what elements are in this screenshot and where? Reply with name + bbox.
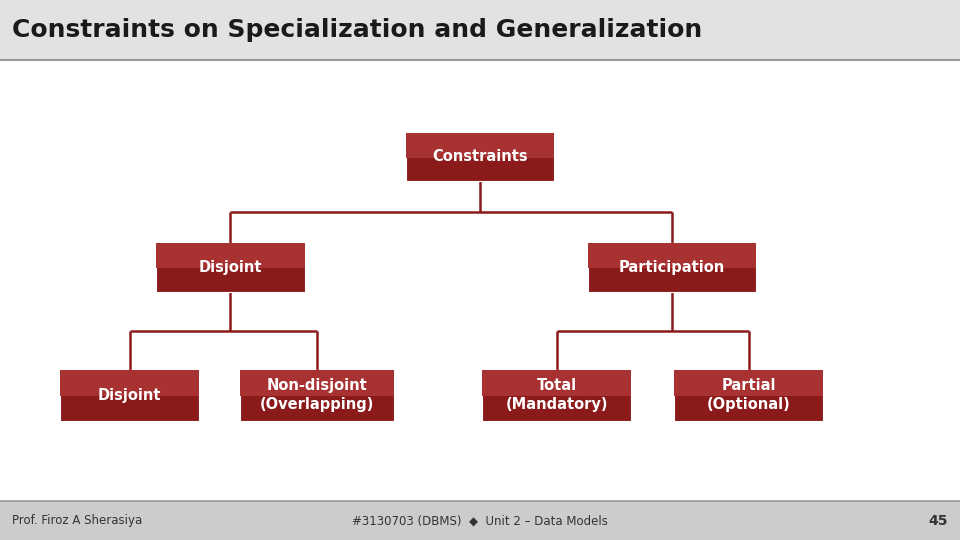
Text: Partial
(Optional): Partial (Optional) [707, 379, 791, 412]
FancyBboxPatch shape [405, 133, 555, 181]
FancyBboxPatch shape [674, 370, 824, 396]
FancyBboxPatch shape [60, 370, 200, 421]
Text: Total
(Mandatory): Total (Mandatory) [506, 379, 608, 412]
FancyBboxPatch shape [588, 243, 756, 292]
Text: Disjoint: Disjoint [98, 388, 161, 403]
Text: #3130703 (DBMS)  ◆  Unit 2 – Data Models: #3130703 (DBMS) ◆ Unit 2 – Data Models [352, 514, 608, 527]
Text: Constraints on Specialization and Generalization: Constraints on Specialization and Genera… [12, 18, 703, 42]
FancyBboxPatch shape [240, 370, 394, 421]
FancyBboxPatch shape [156, 243, 305, 268]
FancyBboxPatch shape [482, 370, 632, 421]
FancyBboxPatch shape [0, 501, 960, 540]
FancyBboxPatch shape [156, 243, 305, 292]
Text: 45: 45 [928, 514, 948, 528]
Text: Non-disjoint
(Overlapping): Non-disjoint (Overlapping) [259, 379, 374, 412]
FancyBboxPatch shape [0, 0, 960, 60]
FancyBboxPatch shape [60, 370, 200, 396]
Text: Disjoint: Disjoint [199, 260, 262, 275]
FancyBboxPatch shape [482, 370, 632, 396]
FancyBboxPatch shape [240, 370, 394, 396]
FancyBboxPatch shape [405, 133, 555, 158]
FancyBboxPatch shape [674, 370, 824, 421]
Text: Prof. Firoz A Sherasiya: Prof. Firoz A Sherasiya [12, 514, 143, 527]
Text: Constraints: Constraints [432, 150, 528, 165]
FancyBboxPatch shape [588, 243, 756, 268]
Text: Participation: Participation [619, 260, 725, 275]
